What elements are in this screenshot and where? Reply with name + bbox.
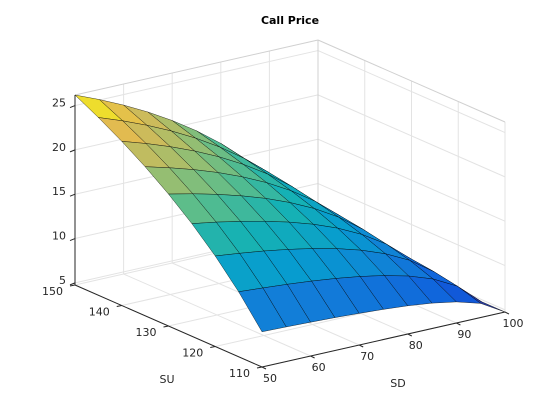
z-tick	[69, 105, 76, 109]
z-tick	[69, 149, 76, 153]
z-tick-label: 15	[52, 185, 66, 198]
x-tick	[358, 344, 364, 348]
x-tick-label: 70	[360, 350, 374, 363]
grid-line	[74, 94, 319, 151]
grid-line	[74, 50, 319, 107]
y-tick	[116, 305, 122, 307]
x-tick-label: 60	[312, 361, 326, 374]
x-tick	[407, 333, 413, 337]
z-tick-label: 5	[59, 274, 66, 287]
y-axis-label: SU	[159, 373, 174, 386]
x-tick	[504, 311, 510, 315]
grid-line	[317, 138, 506, 222]
z-tick	[69, 193, 76, 197]
x-tick-label: 100	[503, 317, 524, 330]
x-tick	[261, 366, 267, 370]
x-tick-label: 90	[457, 328, 471, 341]
y-tick	[69, 284, 76, 287]
grid-line	[317, 94, 506, 178]
y-tick	[163, 325, 169, 328]
y-tick-label: 130	[136, 326, 157, 339]
x-tick	[456, 322, 461, 326]
z-tick-label: 20	[52, 141, 66, 154]
box-edge	[74, 39, 319, 96]
y-tick-label: 140	[89, 306, 110, 319]
x-axis	[261, 311, 506, 368]
x-tick-label: 80	[409, 339, 423, 352]
z-tick	[69, 282, 76, 286]
x-tick-label: 50	[263, 372, 277, 385]
y-tick-label: 150	[42, 285, 63, 298]
x-axis-label: SD	[390, 377, 405, 390]
y-tick	[256, 366, 263, 369]
surface-face	[238, 287, 287, 333]
z-tick	[69, 238, 76, 242]
z-tick-label: 10	[52, 230, 66, 243]
x-tick	[310, 355, 315, 359]
y-tick-label: 110	[229, 367, 250, 380]
grid-line	[317, 183, 506, 266]
y-tick-label: 120	[182, 347, 203, 360]
grid-line	[317, 50, 506, 134]
z-tick-label: 25	[52, 97, 66, 110]
y-tick	[210, 346, 216, 348]
box-edge	[317, 39, 506, 123]
chart-title: Call Price	[261, 14, 319, 27]
